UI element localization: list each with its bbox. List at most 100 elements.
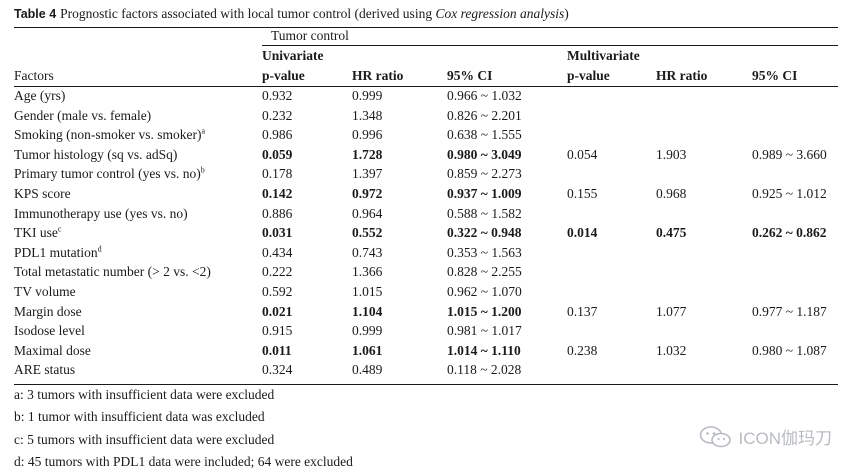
factor-text: Gender (male vs. female): [14, 108, 152, 123]
table-cell-p: 0.222: [262, 264, 293, 279]
table-cell-p: 0.915: [262, 323, 293, 338]
table-cell-ci: 0.322 ~ 0.948: [447, 225, 522, 240]
factor-text: Immunotherapy use (yes vs. no): [14, 206, 188, 221]
table-cell-ci: 0.966 ~ 1.032: [447, 88, 522, 103]
table-cell-hr: 0.489: [352, 362, 383, 377]
table-cell-ci: 0.826 ~ 2.201: [447, 108, 522, 123]
header-mv-95-ci: 95% CI: [752, 68, 798, 83]
table-cell-mci: 0.980 ~ 1.087: [752, 343, 827, 358]
table-cell-ci: 1.014 ~ 1.110: [447, 343, 521, 358]
table-cell-mp: 0.137: [567, 304, 598, 319]
footnote-line: a: 3 tumors with insufficient data were …: [14, 387, 275, 402]
group-rule: [262, 45, 838, 46]
footnote-marker: c: [57, 224, 62, 234]
table-cell-p: 0.932: [262, 88, 293, 103]
factor-text: TV volume: [14, 284, 76, 299]
table-cell-ci: 0.118 ~ 2.028: [447, 362, 522, 377]
table-cell-hr: 1.728: [352, 147, 383, 162]
factor-label: KPS score: [14, 186, 71, 202]
footnote-marker: a: [201, 126, 206, 136]
table-cell-hr: 0.743: [352, 245, 383, 260]
caption-close: ): [564, 6, 569, 21]
top-rule: [14, 27, 838, 28]
table-cell-p: 0.324: [262, 362, 293, 377]
table-cell-hr: 0.964: [352, 206, 383, 221]
table-cell-mci: 0.989 ~ 3.660: [752, 147, 827, 162]
table-cell-hr: 0.996: [352, 127, 383, 142]
factor-text: Smoking (non-smoker vs. smoker): [14, 127, 202, 142]
factor-label: ARE status: [14, 362, 75, 378]
factor-text: Tumor histology (sq vs. adSq): [14, 147, 178, 162]
table-cell-p: 0.886: [262, 206, 293, 221]
table-cell-hr: 1.061: [352, 343, 383, 358]
table-cell-hr: 1.348: [352, 108, 383, 123]
table-cell-p: 0.031: [262, 225, 293, 240]
header-factors: Factors: [14, 68, 54, 83]
factor-text: Total metastatic number (> 2 vs. <2): [14, 264, 211, 279]
watermark: ICON伽玛刀: [699, 424, 833, 449]
table-cell-ci: 1.015 ~ 1.200: [447, 304, 522, 319]
factor-label: TKI usec: [14, 225, 61, 241]
table-cell-mci: 0.977 ~ 1.187: [752, 304, 827, 319]
wechat-icon: [699, 425, 731, 447]
table-cell-ci: 0.588 ~ 1.582: [447, 206, 522, 221]
factor-text: Isodose level: [14, 323, 85, 338]
table-cell-mhr: 1.032: [656, 343, 687, 358]
table-cell-hr: 1.015: [352, 284, 383, 299]
table-cell-mp: 0.054: [567, 147, 598, 162]
header-p-value: p-value: [262, 68, 305, 83]
table-cell-mp: 0.238: [567, 343, 598, 358]
factor-text: KPS score: [14, 186, 71, 201]
header-group: Tumor control: [271, 28, 349, 43]
footnote-marker: d: [97, 244, 102, 254]
factor-label: Margin dose: [14, 304, 82, 320]
table-cell-mci: 0.925 ~ 1.012: [752, 186, 827, 201]
watermark-text: ICON伽玛刀: [738, 429, 833, 448]
table-cell-hr: 1.397: [352, 166, 383, 181]
table-cell-ci: 0.980 ~ 3.049: [447, 147, 522, 162]
factor-text: PDL1 mutation: [14, 245, 98, 260]
factor-text: Margin dose: [14, 304, 82, 319]
table-cell-hr: 0.999: [352, 88, 383, 103]
table-cell-ci: 0.828 ~ 2.255: [447, 264, 522, 279]
factor-label: Tumor histology (sq vs. adSq): [14, 147, 177, 163]
factor-label: PDL1 mutationd: [14, 245, 102, 261]
factor-label: Smoking (non-smoker vs. smoker)a: [14, 127, 205, 143]
table-cell-mhr: 0.475: [656, 225, 687, 240]
factor-label: Isodose level: [14, 323, 85, 339]
table-cell-ci: 0.981 ~ 1.017: [447, 323, 522, 338]
table-cell-p: 0.059: [262, 147, 293, 162]
header-univariate: Univariate: [262, 48, 324, 63]
table-cell-mci: 0.262 ~ 0.862: [752, 225, 827, 240]
factor-label: Gender (male vs. female): [14, 108, 151, 124]
footnote-line: b: 1 tumor with insufficient data was ex…: [14, 409, 265, 424]
table-cell-mp: 0.155: [567, 186, 598, 201]
caption-text: Prognostic factors associated with local…: [60, 6, 436, 21]
table-cell-p: 0.178: [262, 166, 293, 181]
factor-text: ARE status: [14, 362, 76, 377]
factor-label: TV volume: [14, 284, 76, 300]
header-95-ci: 95% CI: [447, 68, 493, 83]
factor-label: Primary tumor control (yes vs. no)b: [14, 166, 205, 182]
table-cell-mhr: 1.903: [656, 147, 687, 162]
table-cell-p: 0.434: [262, 245, 293, 260]
table-cell-mp: 0.014: [567, 225, 598, 240]
table-cell-ci: 0.353 ~ 1.563: [447, 245, 522, 260]
factor-text: Maximal dose: [14, 343, 91, 358]
table-cell-hr: 1.366: [352, 264, 383, 279]
table-cell-p: 0.011: [262, 343, 292, 358]
table-number: Table 4: [14, 7, 57, 21]
table-cell-p: 0.986: [262, 127, 293, 142]
footnote-line: c: 5 tumors with insufficient data were …: [14, 432, 275, 447]
factor-label: Immunotherapy use (yes vs. no): [14, 206, 188, 222]
factor-label: Total metastatic number (> 2 vs. <2): [14, 264, 211, 280]
table-cell-p: 0.021: [262, 304, 293, 319]
caption-italic: Cox regression analysis: [435, 6, 565, 21]
table-caption: Table 4 Prognostic factors associated wit…: [14, 6, 569, 22]
table-cell-ci: 0.962 ~ 1.070: [447, 284, 522, 299]
bottom-rule: [14, 384, 838, 385]
factor-text: Age (yrs): [14, 88, 66, 103]
table-cell-mhr: 0.968: [656, 186, 687, 201]
header-hr-ratio: HR ratio: [352, 68, 404, 83]
table-cell-hr: 1.104: [352, 304, 383, 319]
